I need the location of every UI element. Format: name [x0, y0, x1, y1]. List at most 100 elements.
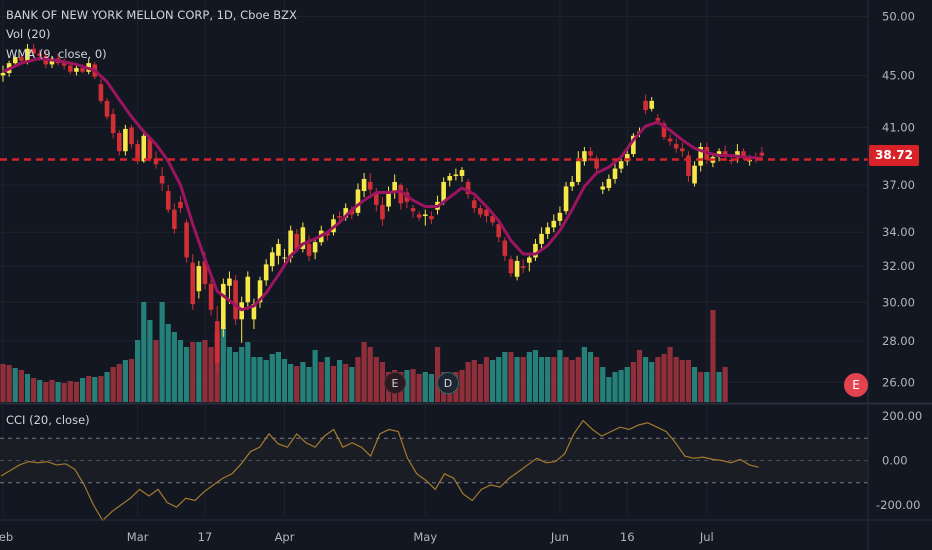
volume-bar — [220, 327, 226, 402]
volume-bar — [104, 372, 110, 402]
candle-body — [355, 189, 361, 213]
candle-body — [545, 227, 550, 234]
candle-body — [575, 161, 581, 182]
volume-bar — [526, 352, 532, 402]
candle-body — [37, 53, 43, 56]
volume-bar — [165, 324, 171, 402]
volume-bar — [147, 320, 153, 402]
candle-body — [612, 168, 618, 179]
candle-body — [471, 200, 477, 209]
candle-body — [300, 227, 306, 249]
candle-body — [147, 138, 153, 159]
volume-bar — [177, 340, 184, 402]
candle-body — [453, 174, 459, 176]
volume-bar — [337, 360, 343, 402]
candle-body — [661, 123, 667, 138]
volume-bar — [483, 357, 490, 402]
candle-body — [551, 220, 557, 228]
candle-body — [459, 170, 465, 176]
volume-bar — [459, 370, 465, 402]
volume-bar — [649, 362, 655, 402]
time-tick-label: Jul — [699, 530, 714, 544]
cci-tick-label: 0.00 — [882, 454, 908, 468]
candle-body — [655, 118, 661, 121]
volume-bar — [410, 369, 416, 402]
candle-body — [294, 233, 300, 249]
upcoming-earnings-event-icon[interactable]: E — [844, 373, 868, 397]
last-price-badge: 38.72 — [869, 145, 919, 166]
volume-bar — [349, 367, 355, 402]
volume-legend[interactable]: Vol (20) — [6, 27, 51, 41]
candle-body — [343, 208, 349, 218]
volume-bar — [698, 372, 704, 402]
cci-legend[interactable]: CCI (20, close) — [6, 413, 90, 427]
volume-bar — [355, 357, 361, 402]
candle-body — [569, 181, 575, 187]
time-tick-label: May — [413, 530, 437, 544]
candle-body — [441, 181, 446, 202]
candle-body — [410, 208, 416, 212]
volume-bar — [226, 347, 233, 402]
volume-bar — [563, 357, 569, 402]
volume-bar — [0, 364, 6, 402]
candle-body — [221, 283, 226, 329]
candle-body — [643, 100, 648, 111]
volume-bar — [496, 357, 502, 402]
volume-bar — [269, 354, 275, 402]
volume-bar — [330, 366, 337, 402]
time-tick-label: Apr — [275, 530, 295, 544]
volume-bar — [581, 347, 587, 402]
candle-body — [123, 128, 128, 152]
candle-body — [557, 212, 563, 221]
volume-bar — [722, 367, 728, 402]
volume-bar — [520, 357, 526, 402]
volume-bar — [532, 350, 539, 402]
volume-bar — [416, 374, 422, 402]
volume-bar — [79, 378, 86, 402]
volume-bar — [12, 368, 18, 402]
volume-bar — [306, 367, 312, 402]
volume-bar — [465, 362, 471, 402]
volume-bar — [141, 302, 147, 402]
candle-body — [202, 260, 208, 284]
volume-bar — [98, 376, 104, 402]
candle-body — [728, 159, 734, 162]
volume-bar — [630, 362, 636, 402]
earnings-event-icon[interactable]: E — [384, 372, 406, 394]
volume-bar — [232, 352, 239, 402]
time-tick-label: 16 — [620, 530, 635, 544]
candle-body — [490, 216, 495, 223]
volume-bar — [61, 383, 67, 402]
volume-bar — [257, 357, 263, 402]
volume-bar — [373, 357, 379, 402]
candle-body — [673, 144, 679, 149]
volume-bar — [312, 350, 318, 402]
candle-body — [74, 68, 79, 72]
wma-polyline — [2, 56, 762, 312]
volume-bar — [624, 367, 630, 402]
volume-bar — [92, 377, 98, 402]
volume-bar — [551, 357, 557, 402]
volume-bar — [612, 372, 618, 402]
volume-bar — [557, 350, 563, 402]
symbol-legend[interactable]: BANK OF NEW YORK MELLON CORP, 1D, Cboe B… — [6, 8, 297, 22]
volume-bar — [6, 365, 12, 402]
candle-body — [0, 72, 6, 76]
dividend-event-icon[interactable]: D — [437, 372, 459, 394]
candle-body — [288, 230, 293, 258]
candle-body — [563, 186, 569, 212]
volume-bar — [710, 310, 716, 402]
volume-bar — [367, 347, 373, 402]
volume-bar — [667, 347, 673, 402]
price-tick-label: 41.00 — [882, 121, 915, 135]
cci-polyline — [0, 419, 759, 522]
wma-legend[interactable]: WMA (9, close, 0) — [6, 47, 107, 61]
volume-bar — [55, 382, 61, 402]
volume-bar — [49, 380, 55, 402]
candle-body — [594, 158, 599, 169]
candle-body — [263, 264, 269, 281]
candle-body — [68, 65, 73, 72]
cci-line — [0, 419, 759, 522]
volume-bar — [324, 357, 330, 402]
